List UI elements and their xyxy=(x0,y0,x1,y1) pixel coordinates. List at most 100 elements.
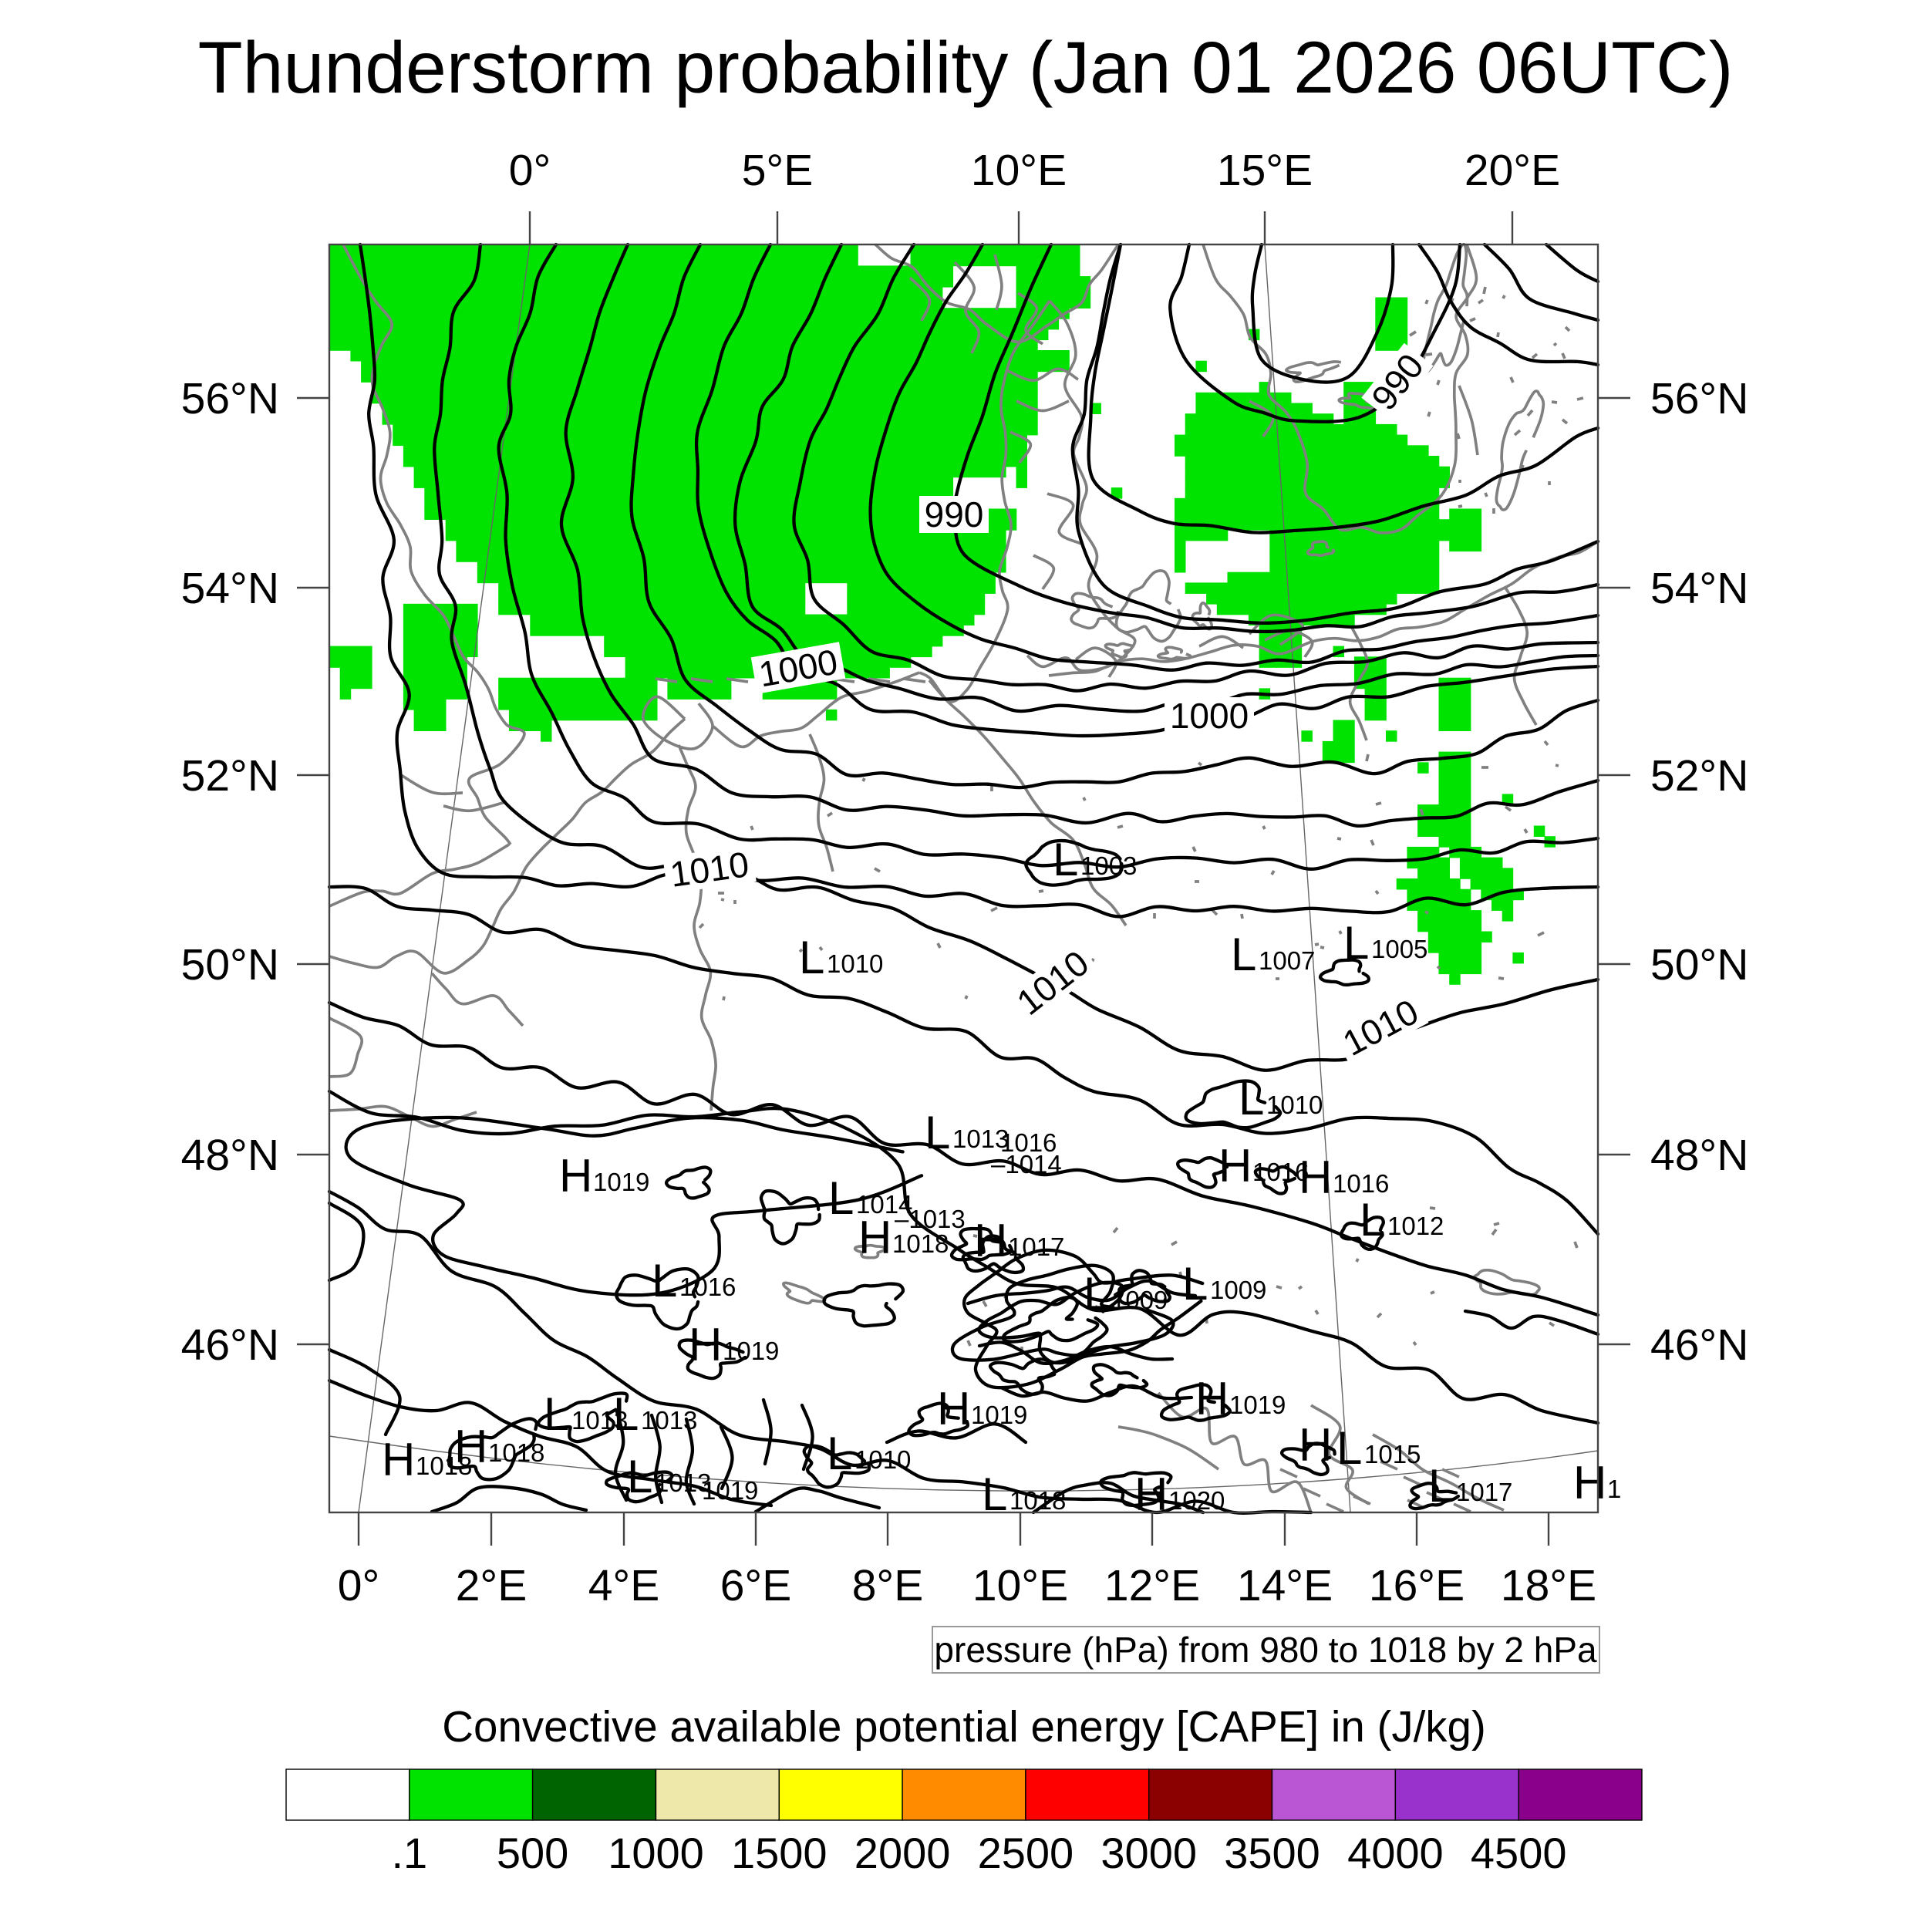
svg-text:1003: 1003 xyxy=(1080,851,1137,880)
svg-text:1009: 1009 xyxy=(1210,1276,1266,1304)
svg-text:56°N: 56°N xyxy=(181,374,279,423)
svg-text:L: L xyxy=(613,1388,639,1440)
svg-text:46°N: 46°N xyxy=(181,1320,279,1370)
svg-text:1017: 1017 xyxy=(1456,1478,1512,1506)
svg-text:1010: 1010 xyxy=(854,1445,911,1474)
svg-text:L: L xyxy=(1084,1268,1109,1320)
svg-text:1500: 1500 xyxy=(731,1829,827,1877)
svg-text:4000: 4000 xyxy=(1347,1829,1444,1877)
svg-text:L: L xyxy=(1336,1422,1362,1474)
svg-text:L: L xyxy=(544,1388,569,1440)
svg-text:pressure (hPa) from 980 to 101: pressure (hPa) from 980 to 1018 by 2 hPa xyxy=(934,1630,1597,1670)
svg-text:1018: 1018 xyxy=(416,1452,472,1480)
svg-text:2°E: 2°E xyxy=(456,1561,528,1610)
svg-text:L: L xyxy=(1239,1073,1264,1124)
svg-text:H: H xyxy=(1573,1457,1606,1509)
svg-text:46°N: 46°N xyxy=(1650,1320,1748,1370)
svg-text:54°N: 54°N xyxy=(181,564,279,613)
svg-text:8°E: 8°E xyxy=(852,1561,924,1610)
svg-text:1017: 1017 xyxy=(1008,1232,1064,1261)
svg-text:H: H xyxy=(454,1421,487,1472)
svg-text:1019: 1019 xyxy=(971,1401,1027,1429)
svg-text:990: 990 xyxy=(925,494,984,534)
svg-text:52°N: 52°N xyxy=(1650,751,1748,801)
svg-text:0°: 0° xyxy=(509,146,551,195)
svg-text:1013: 1013 xyxy=(571,1406,628,1435)
svg-text:0°: 0° xyxy=(338,1561,380,1610)
svg-text:1019: 1019 xyxy=(593,1168,649,1196)
svg-text:L: L xyxy=(925,1107,950,1158)
svg-text:1019: 1019 xyxy=(723,1337,779,1365)
svg-text:L: L xyxy=(827,1428,852,1479)
svg-text:1007: 1007 xyxy=(1259,946,1315,975)
svg-text:L: L xyxy=(1053,834,1078,885)
svg-text:10°E: 10°E xyxy=(971,146,1067,195)
svg-text:1016: 1016 xyxy=(679,1273,736,1301)
svg-text:H: H xyxy=(1195,1373,1229,1425)
svg-text:–1013: –1013 xyxy=(895,1205,966,1233)
svg-text:H: H xyxy=(858,1212,892,1263)
svg-text:L: L xyxy=(1182,1258,1208,1310)
svg-text:1018: 1018 xyxy=(488,1438,544,1467)
svg-text:18°E: 18°E xyxy=(1501,1561,1596,1610)
svg-text:48°N: 48°N xyxy=(1650,1131,1748,1180)
svg-text:1010: 1010 xyxy=(827,949,883,978)
svg-text:2000: 2000 xyxy=(854,1829,951,1877)
svg-text:L: L xyxy=(1360,1194,1385,1246)
svg-text:4°E: 4°E xyxy=(588,1561,660,1610)
svg-text:1018: 1018 xyxy=(892,1229,949,1258)
svg-text:1013: 1013 xyxy=(641,1406,697,1435)
svg-text:5°E: 5°E xyxy=(742,146,814,195)
svg-text:L: L xyxy=(1428,1460,1454,1512)
svg-text:H: H xyxy=(974,1215,1007,1266)
svg-text:1020: 1020 xyxy=(1168,1486,1225,1515)
svg-text:1012: 1012 xyxy=(1387,1212,1444,1240)
svg-text:12°E: 12°E xyxy=(1104,1561,1200,1610)
svg-text:1019: 1019 xyxy=(702,1476,758,1505)
svg-text:3500: 3500 xyxy=(1224,1829,1320,1877)
svg-text:2500: 2500 xyxy=(978,1829,1074,1877)
svg-text:L: L xyxy=(1343,917,1369,969)
svg-text:20°E: 20°E xyxy=(1465,146,1560,195)
svg-text:4500: 4500 xyxy=(1471,1829,1567,1877)
svg-text:52°N: 52°N xyxy=(181,751,279,801)
svg-text:H: H xyxy=(382,1434,415,1485)
svg-text:54°N: 54°N xyxy=(1650,564,1748,613)
svg-text:1013: 1013 xyxy=(655,1468,711,1497)
svg-text:10°E: 10°E xyxy=(972,1561,1068,1610)
svg-text:H: H xyxy=(559,1150,592,1202)
svg-text:50°N: 50°N xyxy=(1650,940,1748,990)
svg-text:L: L xyxy=(828,1172,854,1224)
svg-text:.1: .1 xyxy=(391,1829,427,1877)
svg-text:L: L xyxy=(627,1451,652,1502)
svg-text:H: H xyxy=(1299,1419,1332,1471)
svg-text:1016: 1016 xyxy=(1252,1158,1309,1186)
svg-text:L: L xyxy=(652,1255,677,1307)
svg-text:15°E: 15°E xyxy=(1217,146,1313,195)
svg-text:H: H xyxy=(937,1383,970,1435)
svg-text:L: L xyxy=(1231,929,1256,980)
svg-text:1019: 1019 xyxy=(1229,1391,1286,1419)
svg-text:Convective available potential: Convective available potential energy [C… xyxy=(442,1702,1486,1751)
svg-text:1005: 1005 xyxy=(1371,935,1427,963)
svg-text:48°N: 48°N xyxy=(181,1131,279,1180)
svg-text:16°E: 16°E xyxy=(1369,1561,1465,1610)
svg-text:500: 500 xyxy=(497,1829,568,1877)
svg-text:6°E: 6°E xyxy=(720,1561,792,1610)
svg-text:50°N: 50°N xyxy=(181,940,279,990)
svg-text:1000: 1000 xyxy=(608,1829,704,1877)
svg-text:56°N: 56°N xyxy=(1650,374,1748,423)
svg-text:3000: 3000 xyxy=(1101,1829,1197,1877)
svg-text:–1014: –1014 xyxy=(991,1150,1062,1178)
svg-text:H: H xyxy=(1218,1140,1252,1192)
svg-text:Thunderstorm probability (Jan: Thunderstorm probability (Jan 01 2026 06… xyxy=(198,27,1734,109)
svg-text:1013: 1013 xyxy=(952,1124,1009,1153)
svg-text:1000: 1000 xyxy=(1170,696,1249,736)
svg-text:1009: 1009 xyxy=(1111,1286,1168,1314)
svg-text:H: H xyxy=(689,1319,722,1371)
svg-text:14°E: 14°E xyxy=(1237,1561,1333,1610)
svg-text:H: H xyxy=(1299,1151,1332,1203)
svg-text:L: L xyxy=(799,932,824,983)
svg-text:1: 1 xyxy=(1607,1475,1621,1503)
svg-text:1016: 1016 xyxy=(1333,1169,1389,1198)
